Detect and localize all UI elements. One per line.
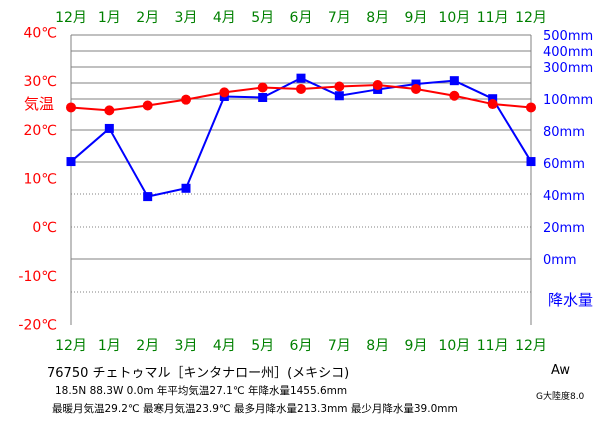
grid-lines (71, 34, 531, 293)
month-label-bottom: 1月 (98, 338, 121, 354)
precipitation-tick-label: 400mm (543, 45, 593, 60)
month-label-top: 2月 (136, 10, 159, 26)
month-label-bottom: 3月 (175, 338, 198, 354)
temperature-point (181, 94, 191, 105)
precipitation-point (334, 91, 344, 101)
month-label-top: 11月 (477, 10, 509, 26)
temperature-point (334, 81, 345, 92)
temperature-tick-labels: 40℃ 30℃ 20℃ 10℃ 0℃ -10℃ -20℃ (18, 26, 57, 334)
station-extremes: 最暖月気温29.2℃ 最寒月気温23.9℃ 最多月降水量213.3mm 最少月降… (52, 403, 458, 415)
precipitation-line (70, 77, 532, 198)
temperature-tick-label: -10℃ (18, 269, 57, 285)
precipitation-tick-label: 40mm (543, 189, 585, 204)
month-label-bottom: 12月 (55, 338, 87, 354)
station-summary: 18.5N 88.3W 0.0m 年平均気温27.1℃ 年降水量1455.6mm (55, 385, 348, 397)
month-label-bottom: 5月 (251, 338, 274, 354)
month-label-top: 7月 (328, 10, 351, 26)
temperature-tick-label: -20℃ (18, 318, 57, 334)
temperature-point (526, 102, 536, 113)
precipitation-point (258, 93, 268, 103)
month-label-top: 12月 (55, 10, 87, 26)
precipitation-tick-label: 20mm (543, 221, 585, 236)
precipitation-axis-title: 降水量 (548, 291, 593, 309)
temperature-axis-title: 気温 (24, 95, 54, 113)
temperature-point (142, 100, 153, 111)
month-label-bottom: 12月 (515, 338, 547, 354)
precipitation-point (449, 76, 459, 86)
month-label-bottom: 8月 (366, 338, 389, 354)
precipitation-tick-label: 500mm (543, 29, 593, 44)
temperature-point (257, 82, 268, 93)
month-labels-top: 12月 1月 2月 3月 4月 5月 6月 7月 8月 9月 10月 11月 12月 (55, 10, 547, 26)
temperature-point (104, 105, 115, 116)
temperature-point (66, 102, 76, 113)
month-label-bottom: 4月 (213, 338, 236, 354)
temperature-tick-label: 20℃ (23, 123, 57, 139)
month-label-top: 6月 (290, 10, 313, 26)
precipitation-tick-label: 0mm (543, 253, 577, 268)
climate-class: Aw (551, 363, 570, 378)
month-label-top: 1月 (98, 10, 121, 26)
precipitation-point (296, 73, 306, 83)
precipitation-point (526, 157, 536, 167)
month-label-top: 3月 (175, 10, 198, 26)
month-label-top: 12月 (515, 10, 547, 26)
temperature-tick-label: 30℃ (23, 74, 57, 90)
month-label-bottom: 7月 (328, 338, 351, 354)
precipitation-tick-label: 60mm (543, 157, 585, 172)
temperature-point (219, 87, 230, 98)
temperature-point (449, 90, 460, 101)
precipitation-point (66, 157, 76, 167)
month-labels-bottom: 12月 1月 2月 3月 4月 5月 6月 7月 8月 9月 10月 11月 12月 (55, 338, 547, 354)
month-label-top: 10月 (438, 10, 470, 26)
temperature-point (487, 99, 498, 110)
month-label-bottom: 2月 (136, 338, 159, 354)
precipitation-point (488, 94, 498, 104)
month-label-bottom: 11月 (477, 338, 509, 354)
axes (70, 35, 532, 325)
temperature-point (411, 83, 421, 94)
month-label-bottom: 6月 (290, 338, 313, 354)
month-label-top: 4月 (213, 10, 236, 26)
temperature-series (66, 80, 536, 116)
month-label-bottom: 9月 (405, 338, 428, 354)
continentality: G大陸度8.0 (536, 392, 585, 402)
precipitation-point (181, 183, 191, 193)
precipitation-tick-label: 80mm (543, 125, 585, 140)
precipitation-point (104, 123, 114, 133)
precipitation-tick-label: 100mm (543, 93, 593, 108)
month-label-top: 8月 (366, 10, 389, 26)
precipitation-point (143, 192, 153, 202)
month-label-top: 9月 (405, 10, 428, 26)
temperature-point (296, 83, 306, 94)
precipitation-tick-label: 300mm (543, 61, 593, 76)
station-name: 76750 チェトゥマル［キンタナロー州］(メキシコ) (47, 366, 350, 381)
temperature-tick-label: 40℃ (23, 26, 57, 42)
month-label-bottom: 10月 (438, 338, 470, 354)
temperature-tick-label: 10℃ (23, 172, 57, 188)
temperature-point (372, 80, 383, 91)
month-label-top: 5月 (251, 10, 274, 26)
temperature-tick-label: 0℃ (32, 220, 57, 236)
